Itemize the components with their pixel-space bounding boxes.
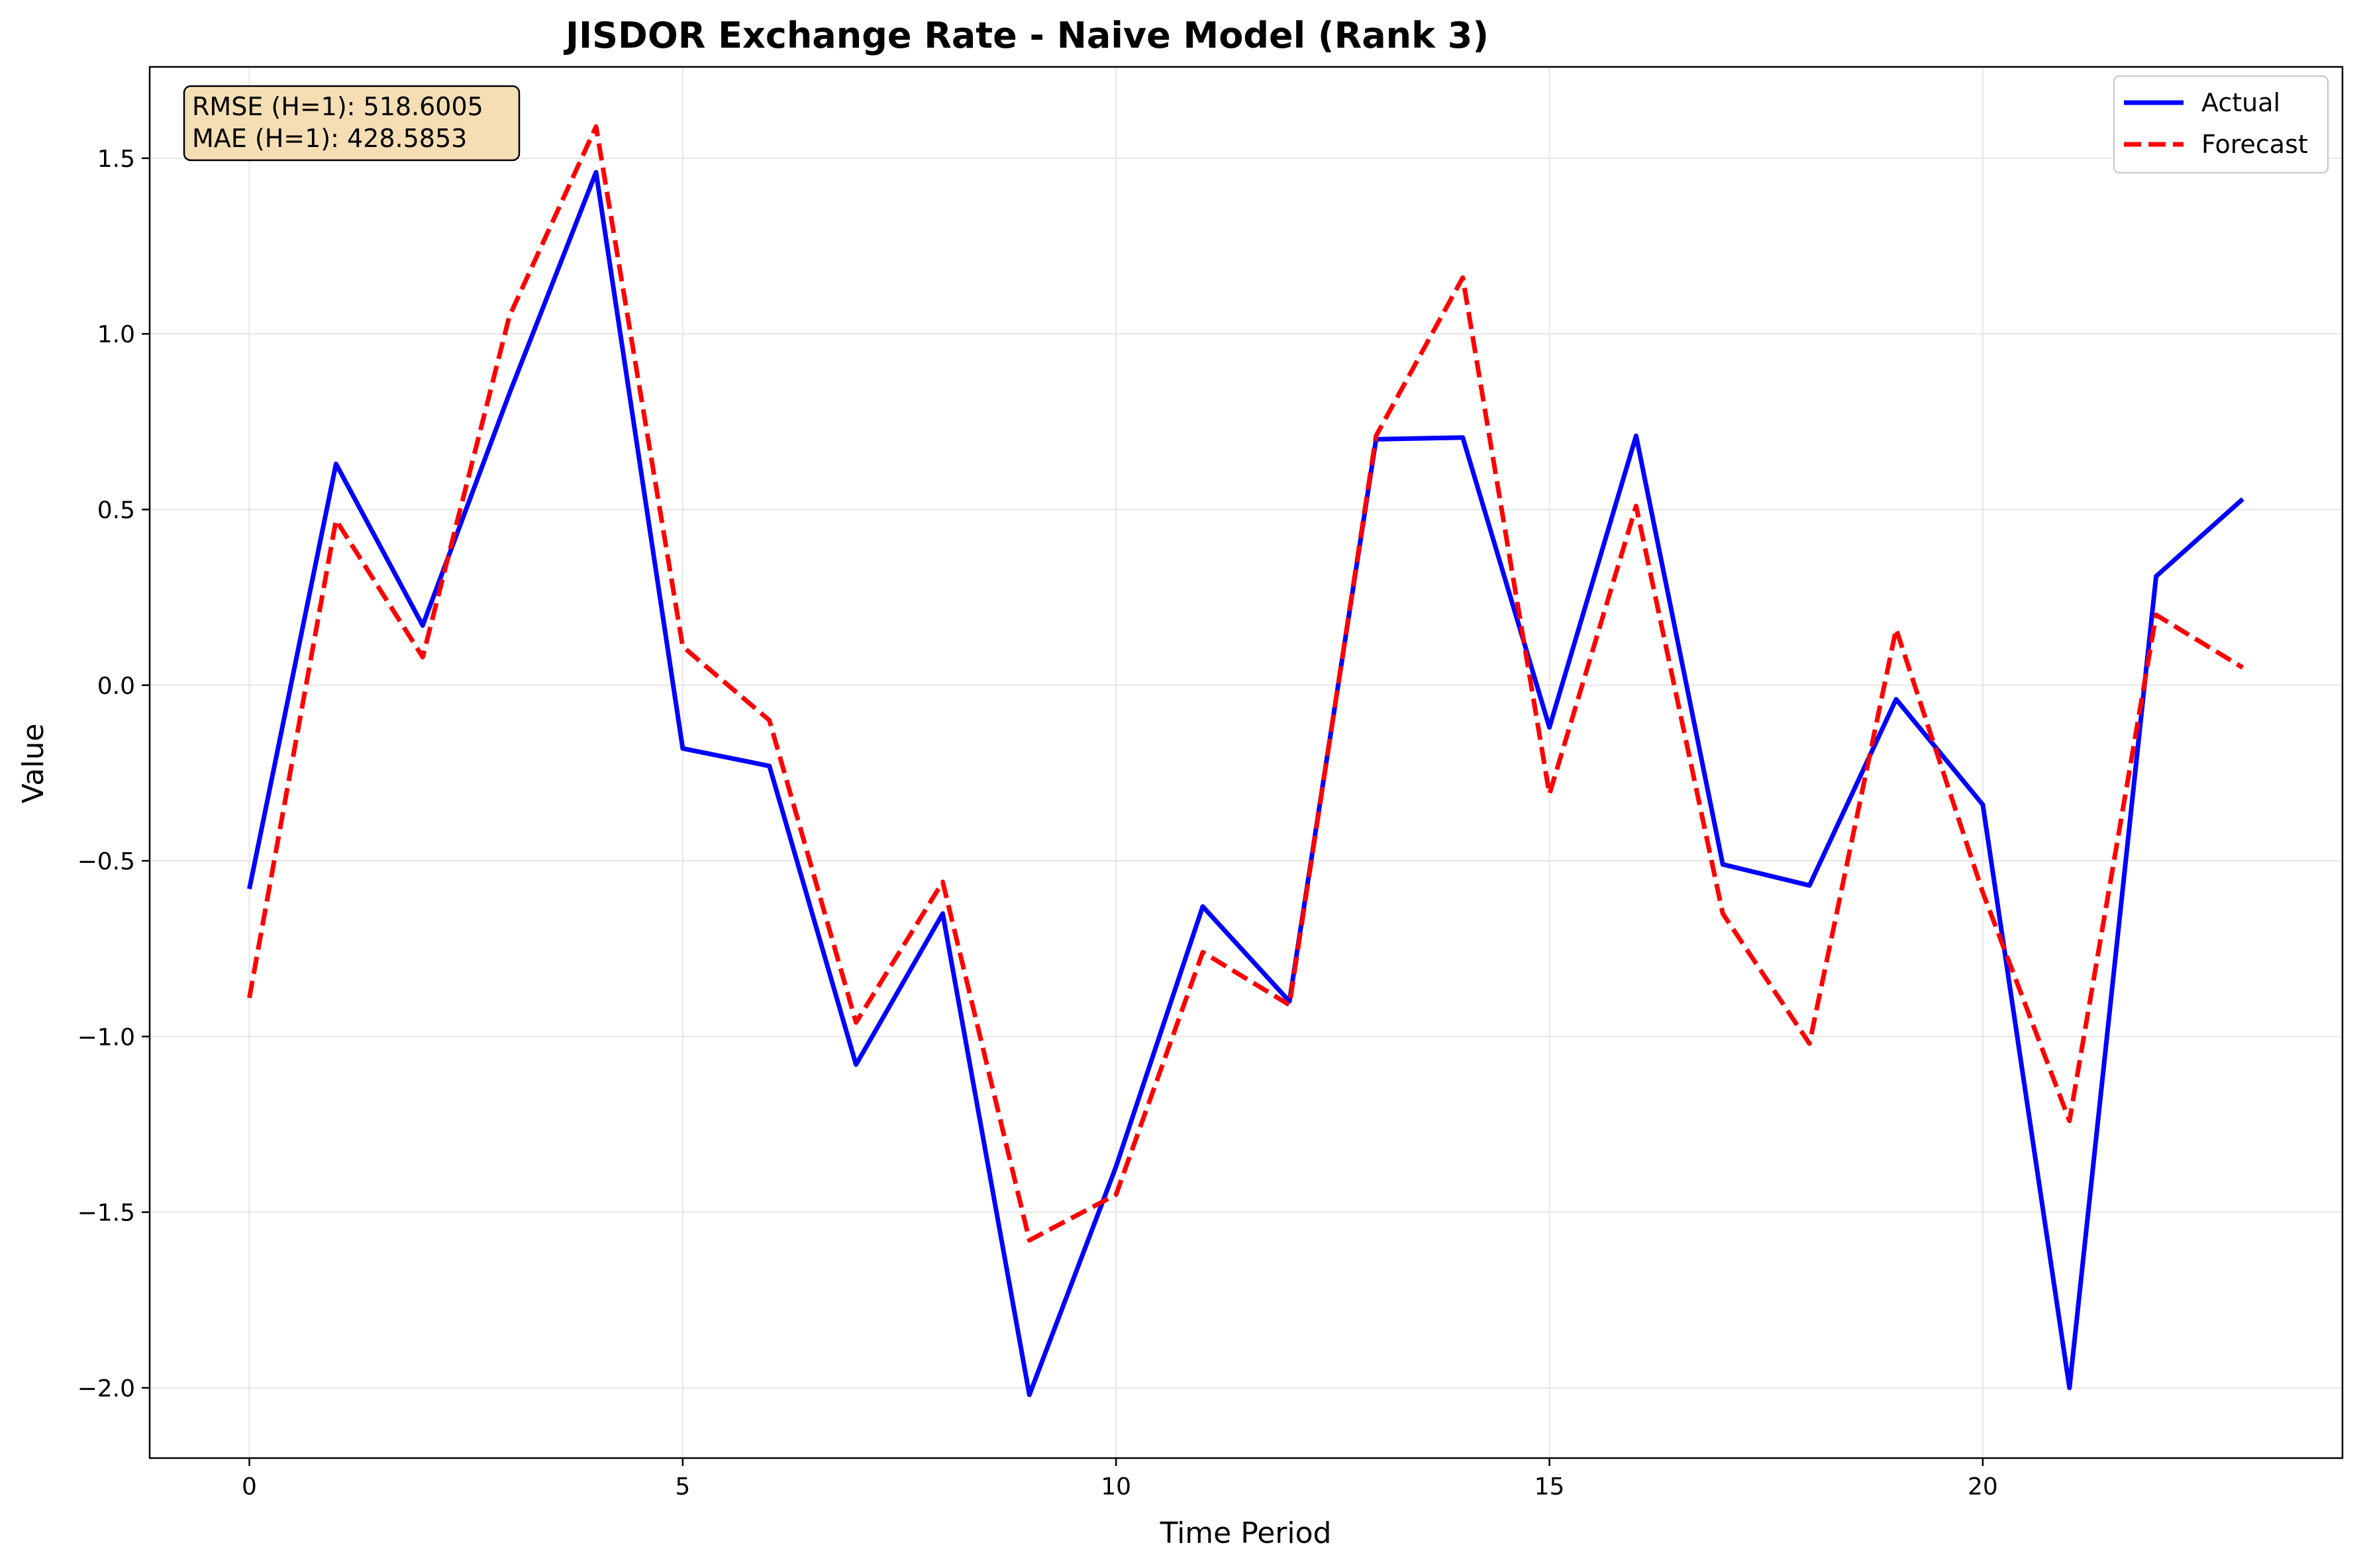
stats-box bbox=[183, 85, 521, 162]
x-tick-label: 20 bbox=[1968, 1473, 1998, 1500]
y-tick-label: −1.5 bbox=[77, 1200, 135, 1227]
grid-layer bbox=[150, 67, 2342, 1458]
y-tick-label: 1.5 bbox=[97, 146, 135, 173]
legend-forecast-label: Forecast bbox=[2201, 130, 2308, 159]
y-tick-label: 0.5 bbox=[97, 497, 135, 524]
stats-mae: MAE (H=1): 428.5853 bbox=[192, 124, 467, 153]
y-tick-label: 0.0 bbox=[97, 673, 135, 700]
x-tick-label: 10 bbox=[1101, 1473, 1131, 1500]
x-tick-label: 5 bbox=[675, 1473, 690, 1500]
y-tick-label: −0.5 bbox=[77, 848, 135, 875]
legend: Actual Forecast bbox=[2113, 75, 2329, 174]
series-line-actual bbox=[247, 170, 2244, 1397]
y-tick-label: 1.0 bbox=[97, 321, 135, 348]
series-layer bbox=[247, 124, 2244, 1397]
x-tick-label: 0 bbox=[242, 1473, 257, 1500]
y-tick-label: −1.0 bbox=[77, 1024, 135, 1051]
legend-actual-label: Actual bbox=[2201, 88, 2280, 117]
x-axis-label: Time Period bbox=[1160, 1516, 1332, 1550]
chart-title: JISDOR Exchange Rate - Naive Model (Rank… bbox=[563, 15, 1489, 56]
y-axis-label: Value bbox=[17, 724, 50, 804]
series-line-forecast bbox=[247, 124, 2244, 1243]
tick-layer: 0 5 10 15 20 −2.0 −1.5 −1.0 −0.5 0.0 0.5 1.0 1.5 bbox=[77, 146, 1998, 1500]
stats-rmse: RMSE (H=1): 518.6005 bbox=[192, 92, 483, 121]
plot-frame bbox=[148, 66, 2344, 1459]
y-tick-label: −2.0 bbox=[77, 1375, 135, 1402]
x-tick-label: 15 bbox=[1534, 1473, 1565, 1500]
stats-annotation: RMSE (H=1): 518.6005 MAE (H=1): 428.5853 bbox=[183, 85, 521, 162]
